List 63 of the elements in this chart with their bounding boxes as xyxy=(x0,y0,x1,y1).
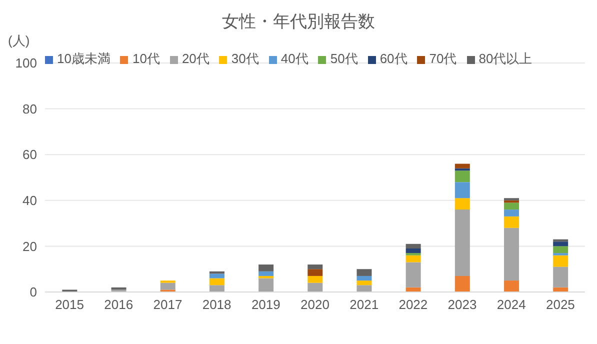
legend-label: 20代 xyxy=(182,51,210,66)
x-tick-label: 2021 xyxy=(350,297,379,312)
bar xyxy=(454,198,470,210)
bar xyxy=(308,264,323,270)
y-tick-label: 100 xyxy=(15,56,37,71)
bar xyxy=(406,244,421,248)
legend-label: 70代 xyxy=(429,51,457,66)
bar xyxy=(258,278,274,292)
x-tick-label: 2020 xyxy=(300,297,330,312)
legend-label: 10歳未満 xyxy=(57,51,110,66)
legend-label: 40代 xyxy=(280,51,308,66)
y-axis-title: (人) xyxy=(8,32,30,50)
x-tick-label: 2025 xyxy=(546,297,575,312)
bar xyxy=(553,242,568,246)
legend-label: 60代 xyxy=(380,51,408,66)
legend-label: 50代 xyxy=(330,51,358,66)
bar xyxy=(258,276,274,278)
y-tick-label: 40 xyxy=(22,193,37,208)
bar xyxy=(356,276,372,281)
bar xyxy=(454,170,470,182)
bar xyxy=(258,271,274,276)
bar xyxy=(504,210,519,216)
bar xyxy=(356,269,372,276)
bar xyxy=(356,280,372,286)
bar xyxy=(356,285,372,292)
bar xyxy=(454,182,470,198)
y-tick-label: 60 xyxy=(22,147,37,162)
y-tick-label: 80 xyxy=(22,101,37,116)
bar xyxy=(504,228,519,281)
bar xyxy=(454,210,470,276)
bar xyxy=(504,216,519,228)
x-tick-label: 2024 xyxy=(496,297,526,312)
bar xyxy=(258,264,274,272)
x-tick-label: 2023 xyxy=(448,297,477,312)
chart-title: 女性・年代別報告数 xyxy=(221,11,376,33)
bar xyxy=(553,255,568,267)
bar xyxy=(209,278,224,286)
bar xyxy=(308,276,323,283)
legend-label: 10代 xyxy=(132,51,160,66)
x-tick-label: 2015 xyxy=(55,297,84,312)
bar xyxy=(553,246,568,254)
bar xyxy=(454,276,470,292)
bar xyxy=(209,285,224,292)
y-tick-label: 20 xyxy=(22,238,37,254)
y-tick-label: 0 xyxy=(30,284,37,300)
bar xyxy=(504,280,519,292)
bar xyxy=(553,266,568,288)
bar xyxy=(406,262,421,288)
bar xyxy=(406,248,421,254)
bar xyxy=(454,164,470,168)
legend-label: 30代 xyxy=(231,51,259,66)
x-tick-label: 2018 xyxy=(202,297,232,312)
bar xyxy=(308,282,323,292)
bar xyxy=(406,255,421,262)
bar xyxy=(209,274,224,278)
x-tick-label: 2017 xyxy=(153,297,182,312)
bar xyxy=(308,269,323,276)
x-tick-label: 2019 xyxy=(251,297,280,312)
legend-label: 80代以上 xyxy=(478,51,532,66)
x-tick-label: 2022 xyxy=(398,297,428,312)
bar xyxy=(160,282,176,290)
bar xyxy=(504,202,519,210)
x-tick-label: 2016 xyxy=(104,297,134,312)
